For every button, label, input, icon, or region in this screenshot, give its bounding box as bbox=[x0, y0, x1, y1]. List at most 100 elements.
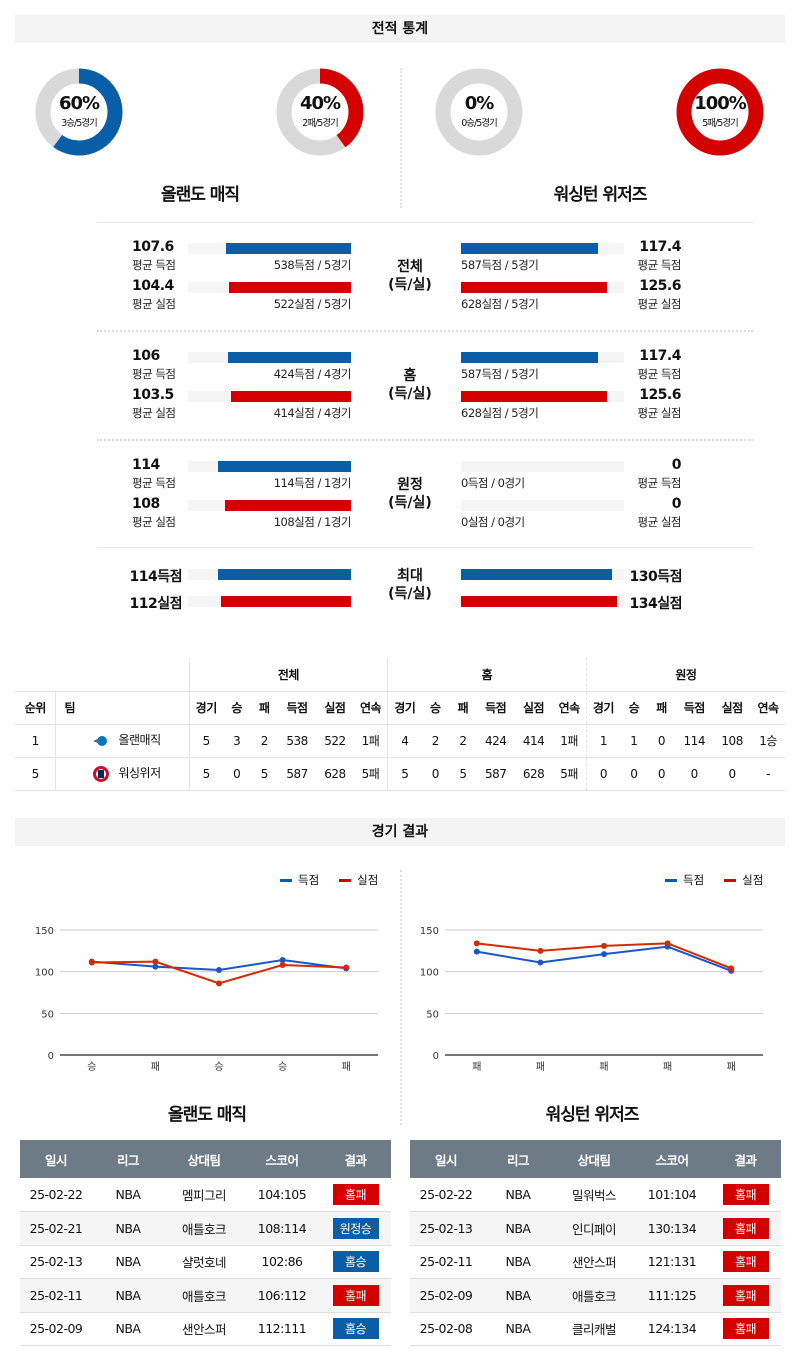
divider bbox=[400, 68, 402, 208]
table-row: 25-02-09 NBA 애틀호크 111:125 홈패 bbox=[410, 1278, 781, 1313]
column-header: 스코어 bbox=[634, 1140, 710, 1178]
table-cell: 5 bbox=[189, 757, 223, 791]
x-tick-label: 승 bbox=[278, 1061, 287, 1073]
table-cell: 121:131 bbox=[634, 1245, 710, 1279]
block-sublabel: (득/실) bbox=[388, 586, 432, 602]
legend-swatch bbox=[724, 879, 737, 882]
table-cell: 홈패 bbox=[710, 1312, 781, 1346]
table-cell: NBA bbox=[92, 1211, 164, 1246]
table-row: 5 워싱위저 5 0 5 587 628 5패 5 0 5 587 628 5패 0 0 0 0 0- bbox=[15, 757, 785, 791]
table-cell: 원정승 bbox=[320, 1211, 391, 1246]
legend-label: 실점 bbox=[357, 873, 379, 887]
result-badge: 홈패 bbox=[332, 1184, 379, 1205]
result-badge: 홈패 bbox=[722, 1184, 769, 1205]
table-cell: - bbox=[751, 757, 785, 791]
bar-track bbox=[461, 282, 624, 293]
table-cell: 홈승 bbox=[320, 1312, 391, 1346]
x-tick-label: 패 bbox=[536, 1061, 545, 1073]
bar-fill bbox=[461, 569, 613, 580]
legend-swatch bbox=[665, 879, 677, 882]
left-value: 106 bbox=[132, 348, 160, 364]
left-detail: 114득점 / 1경기 bbox=[273, 476, 352, 490]
bar-track bbox=[188, 596, 351, 607]
left-caption: 평균 실점 bbox=[132, 406, 176, 420]
table-cell: 25-02-09 bbox=[20, 1312, 92, 1346]
donut-percent: 0% bbox=[464, 93, 495, 114]
divider bbox=[97, 439, 753, 441]
table-cell: 1 bbox=[15, 724, 57, 758]
table-cell: 샌안스퍼 bbox=[554, 1245, 634, 1279]
table-cell: 628 bbox=[514, 757, 553, 791]
table-cell: 102:86 bbox=[244, 1245, 320, 1279]
data-point bbox=[279, 957, 286, 963]
table-cell: 2 bbox=[250, 724, 279, 758]
table-cell: 101:104 bbox=[634, 1178, 710, 1212]
group-header: 원정 bbox=[586, 658, 785, 692]
right-value: 125.6 bbox=[639, 387, 681, 403]
table-cell: 124:134 bbox=[634, 1312, 710, 1346]
column-header: 상대팀 bbox=[164, 1140, 244, 1178]
left-caption: 평균 득점 bbox=[132, 476, 176, 490]
legend-swatch bbox=[280, 879, 292, 882]
data-point bbox=[152, 963, 159, 970]
left-value: 103.5 bbox=[132, 387, 174, 403]
right-value: 0 bbox=[671, 496, 682, 512]
right-caption: 평균 실점 bbox=[637, 515, 682, 529]
x-tick-label: 패 bbox=[342, 1061, 351, 1073]
table-cell: 0 bbox=[586, 757, 621, 791]
left-value: 104.4 bbox=[132, 278, 174, 294]
team-cell[interactable]: 워싱위저 bbox=[55, 757, 190, 791]
table-cell: 108 bbox=[713, 724, 752, 758]
win-rate-donut: 100% 5패/5경기 bbox=[675, 67, 765, 157]
team-name: 워싱위저 bbox=[118, 766, 161, 781]
table-cell: 2 bbox=[449, 724, 477, 758]
win-rate-donut: 60% 3승/5경기 bbox=[34, 67, 124, 157]
column-header: 팀 bbox=[55, 691, 190, 725]
table-cell: 5 bbox=[387, 757, 422, 791]
table-cell: 홈패 bbox=[710, 1245, 781, 1279]
magic-logo-icon bbox=[92, 732, 110, 750]
team-name: 올랜매직 bbox=[118, 733, 161, 748]
header-row: 일시 리그 상대팀 스코어 결과 bbox=[20, 1140, 391, 1178]
blank bbox=[15, 658, 190, 692]
group-header: 전체 bbox=[189, 658, 389, 692]
table-cell: 587 bbox=[476, 757, 515, 791]
section-header-results: 경기 결과 bbox=[15, 818, 785, 846]
table-cell: 5패 bbox=[353, 757, 389, 791]
table-cell: 클리캐벌 bbox=[554, 1312, 634, 1346]
bar-fill bbox=[230, 391, 351, 402]
x-tick-label: 패 bbox=[599, 1061, 608, 1073]
right-max-value: 134실점 bbox=[629, 596, 683, 612]
table-cell: 인디페이 bbox=[554, 1211, 634, 1246]
results-table: 일시 리그 상대팀 스코어 결과 25-02-22 NBA 밀워벅스 101:104 홈패 25-0… bbox=[410, 1140, 781, 1346]
table-cell: 홈패 bbox=[320, 1178, 391, 1212]
donut-fill bbox=[35, 68, 123, 156]
table-cell: 111:125 bbox=[634, 1278, 710, 1313]
right-value: 0 bbox=[671, 457, 682, 473]
bar-fill bbox=[220, 596, 351, 607]
table-cell: 5 bbox=[189, 724, 223, 758]
table-cell: 4 bbox=[387, 724, 422, 758]
left-caption: 평균 실점 bbox=[132, 297, 176, 311]
team-name: 올랜도 매직 bbox=[160, 185, 240, 205]
y-tick-label: 50 bbox=[426, 1009, 439, 1020]
table-cell: 샌안스퍼 bbox=[164, 1312, 244, 1346]
table-cell: 25-02-13 bbox=[20, 1245, 92, 1279]
divider bbox=[97, 222, 753, 223]
left-value: 108 bbox=[132, 496, 160, 512]
bar-fill bbox=[218, 461, 351, 472]
table-cell: NBA bbox=[92, 1278, 164, 1313]
chart-legend: 득점 실점 bbox=[280, 872, 398, 888]
result-badge: 홈패 bbox=[722, 1217, 769, 1239]
table-cell: 25-02-22 bbox=[20, 1178, 92, 1212]
table-cell: 1승 bbox=[751, 724, 785, 758]
column-header: 순위 bbox=[15, 691, 57, 725]
column-header: 득점 bbox=[675, 691, 714, 725]
right-value: 117.4 bbox=[639, 348, 681, 364]
legend-item: 득점 bbox=[280, 873, 319, 887]
table-cell: 0 bbox=[222, 757, 251, 791]
bar-track bbox=[461, 461, 624, 472]
team-cell[interactable]: 올랜매직 bbox=[55, 724, 190, 758]
column-header: 실점 bbox=[713, 691, 752, 725]
table-cell: 0 bbox=[647, 757, 676, 791]
